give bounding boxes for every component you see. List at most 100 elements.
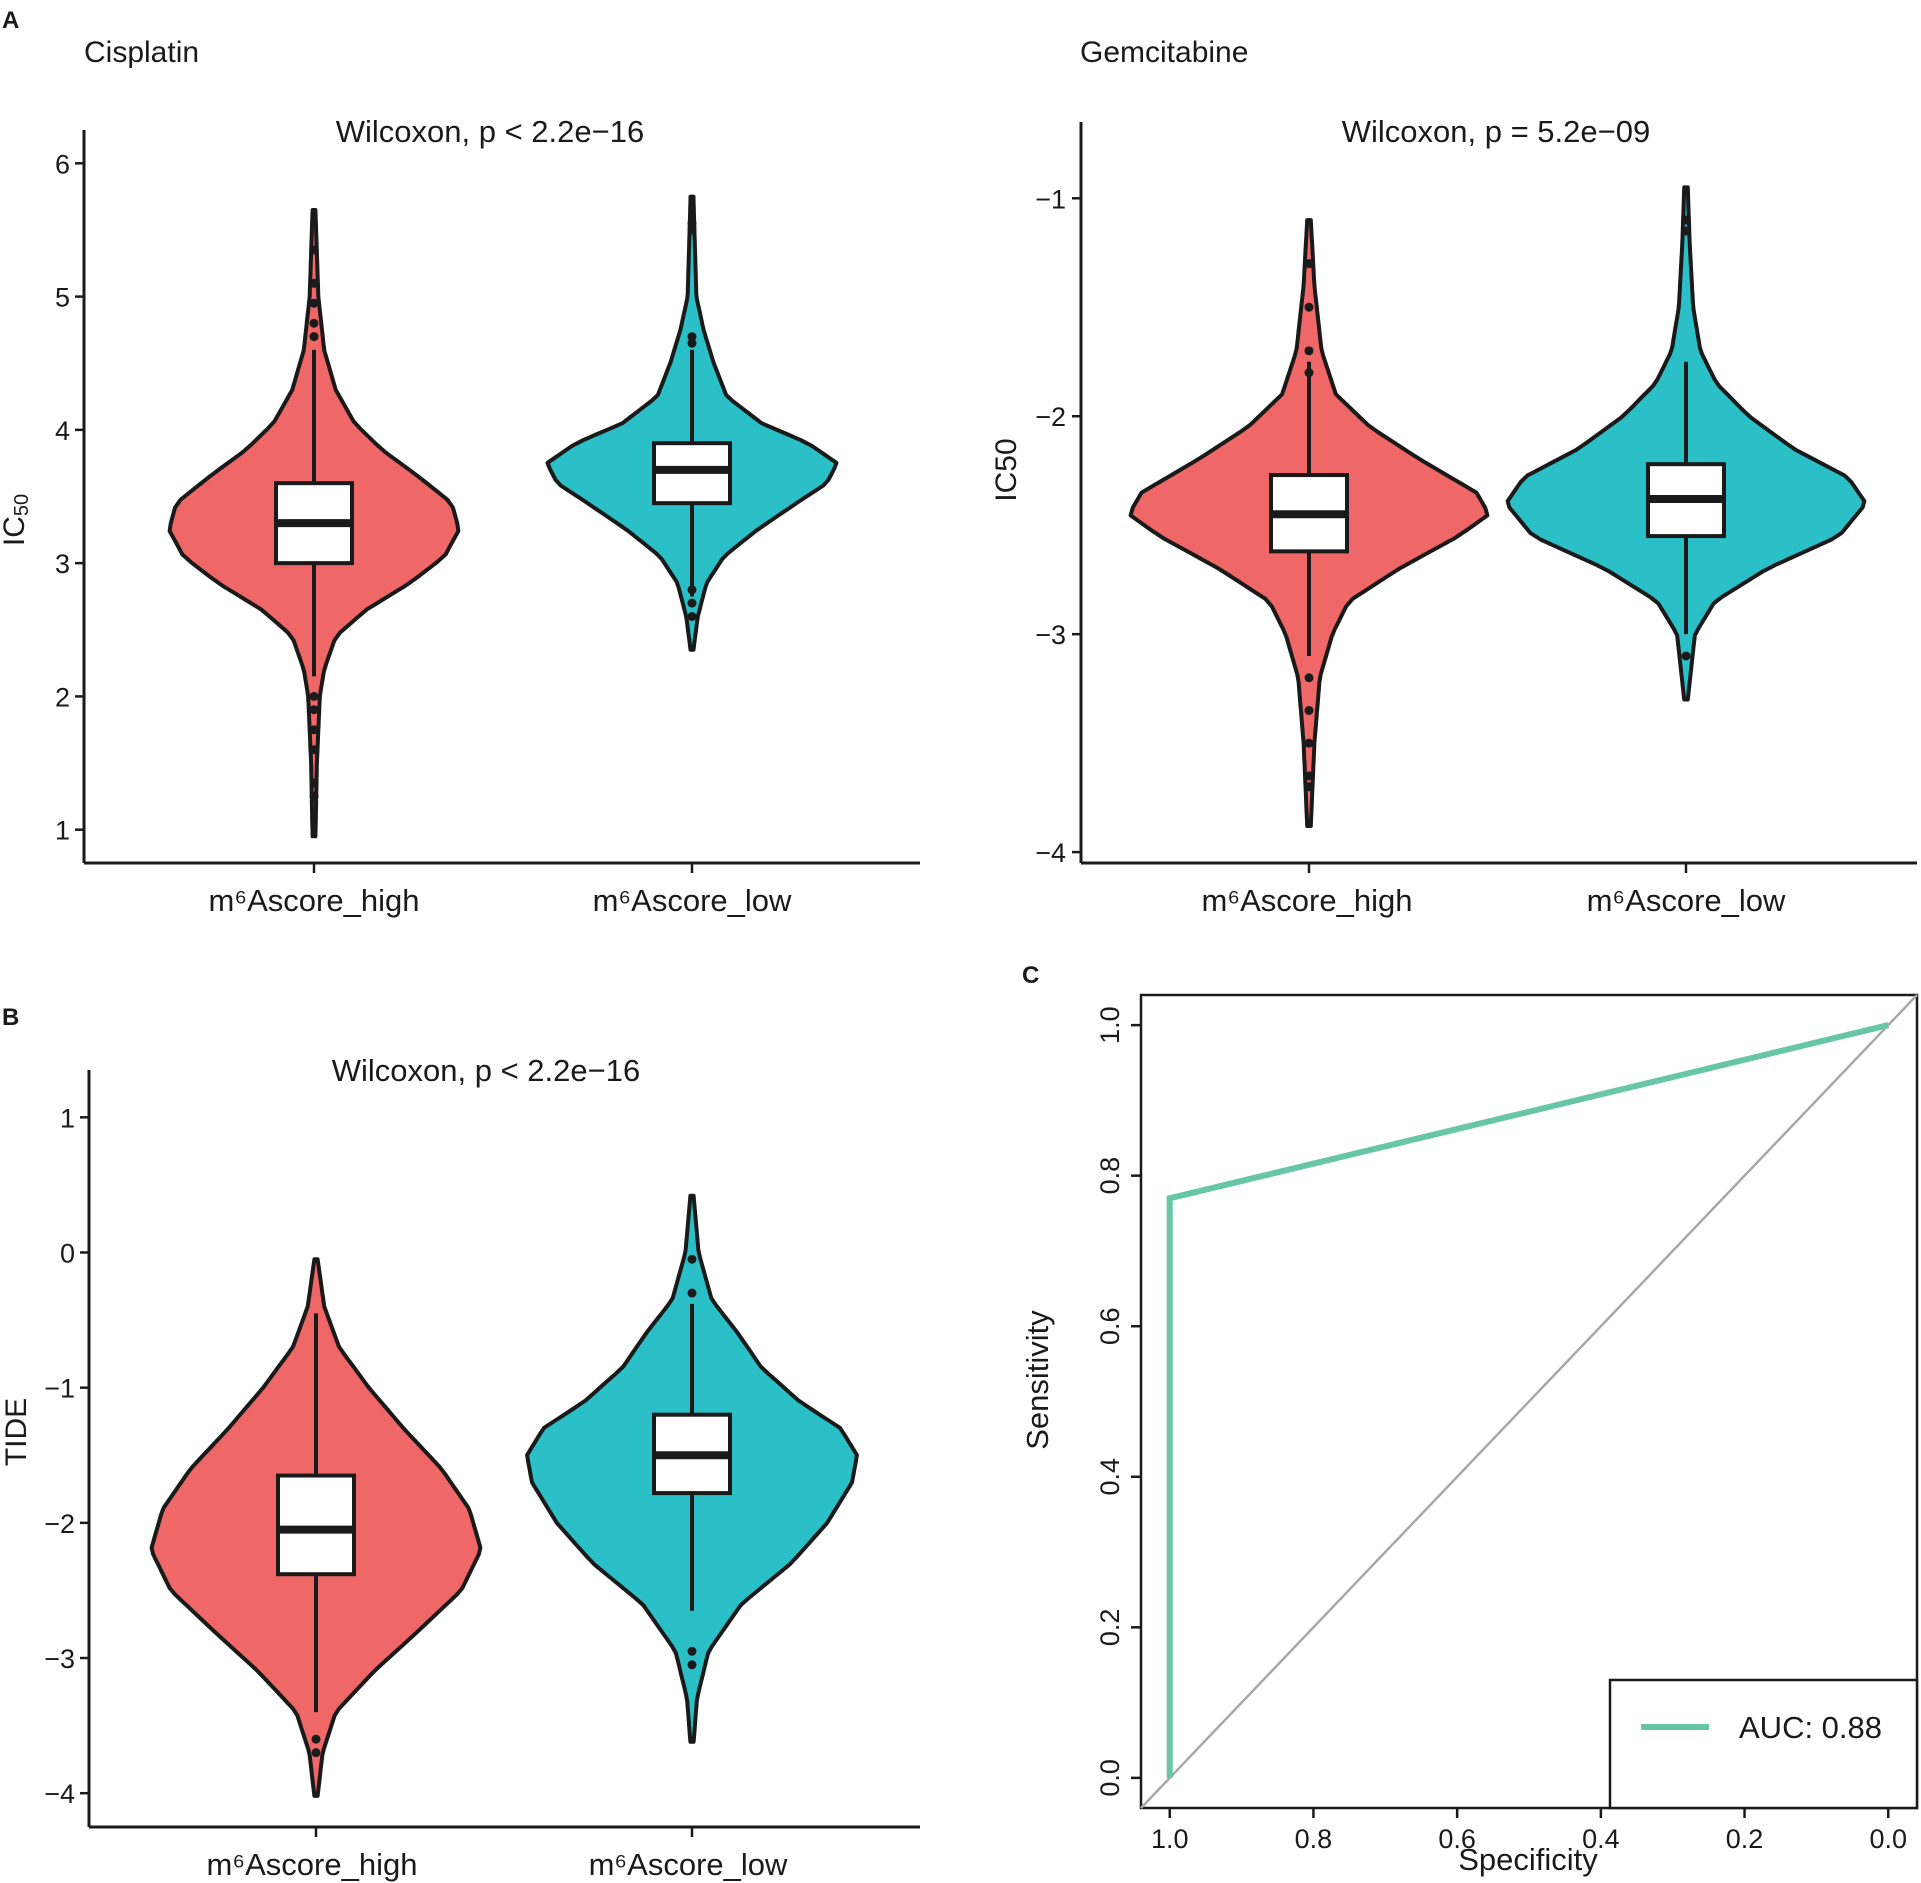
- roc-curve-group: [1166, 1022, 1890, 1778]
- gemcitabine-outlier-high: [1304, 302, 1314, 312]
- tide-test-label: Wilcoxon, p < 2.2e−16: [332, 1053, 640, 1088]
- cisplatin-y-tick-label: 5: [55, 283, 70, 313]
- tide-y-tick-label: 1: [60, 1103, 75, 1133]
- tide-y-tick-label: −1: [44, 1374, 75, 1404]
- gemcitabine-plot: Gemcitabine Wilcoxon, p = 5.2e−09 −4 −3 −2…: [990, 36, 1917, 918]
- roc-x-ticks: 1.0 0.8 0.6 0.4 0.2 0.0: [1151, 1808, 1907, 1854]
- cisplatin-x-label-high: m⁶Ascore_high: [209, 883, 420, 918]
- roc-x-tick-label: 0.0: [1869, 1824, 1907, 1854]
- panel-label-b: B: [2, 1004, 19, 1031]
- tide-x-axis: m⁶Ascore_high m⁶Ascore_low: [89, 1825, 920, 1882]
- roc-curve: [1166, 1022, 1890, 1778]
- roc-legend: AUC: 0.88: [1608, 1678, 1919, 1810]
- tide-y-tick-label: −2: [44, 1509, 75, 1539]
- cisplatin-y-label-sub: 50: [11, 494, 33, 516]
- cisplatin-outlier-low: [687, 338, 697, 348]
- cisplatin-y-ticks: 1 2 3 4 5 6: [55, 149, 84, 846]
- roc-plot: 0.0 0.2 0.4 0.6 0.8 1.0 1.0 0.8 0.6 0.4 0.2 0.0 Sp…: [1020, 993, 1919, 1877]
- cisplatin-outlier-low: [687, 598, 697, 608]
- cisplatin-outlier-high: [309, 725, 319, 735]
- tide-y-tick-label: −3: [44, 1644, 75, 1674]
- cisplatin-y-tick-label: 2: [55, 682, 70, 712]
- cisplatin-outlier-high: [309, 691, 319, 701]
- gemcitabine-y-ticks: −4 −3 −2 −1: [1035, 184, 1081, 868]
- cisplatin-outlier-low: [687, 611, 697, 621]
- gemcitabine-outlier-high: [1304, 673, 1314, 683]
- gemcitabine-outlier-high: [1304, 738, 1314, 748]
- cisplatin-outlier-high: [309, 778, 319, 788]
- cisplatin-outlier-high: [309, 745, 319, 755]
- gemcitabine-y-axis: −4 −3 −2 −1: [1035, 122, 1083, 868]
- gemcitabine-outlier-high: [1304, 346, 1314, 356]
- cisplatin-y-tick-label: 3: [55, 549, 70, 579]
- tide-outlier-low: [687, 1254, 697, 1264]
- tide-outlier-low: [687, 1288, 697, 1298]
- gemcitabine-y-label: IC50: [990, 438, 1023, 501]
- tide-outlier-low: [687, 1646, 697, 1656]
- cisplatin-outlier-low: [687, 332, 697, 342]
- tide-y-tick-label: −4: [44, 1779, 75, 1809]
- gemcitabine-outlier-high: [1304, 259, 1314, 269]
- gemcitabine-outlier-high: [1304, 771, 1314, 781]
- roc-y-ticks: 0.0 0.2 0.4 0.6 0.8 1.0: [1095, 1006, 1141, 1797]
- cisplatin-x-axis: m⁶Ascore_high m⁶Ascore_low: [84, 861, 920, 918]
- roc-y-tick-label: 0.0: [1095, 1759, 1125, 1797]
- cisplatin-y-tick-label: 4: [55, 416, 70, 446]
- gemcitabine-x-axis: m⁶Ascore_high m⁶Ascore_low: [1081, 861, 1917, 918]
- cisplatin-outlier-high: [309, 705, 319, 715]
- gemcitabine-y-tick-label: −2: [1035, 402, 1066, 432]
- cisplatin-y-label: IC50: [0, 494, 33, 546]
- cisplatin-x-label-low: m⁶Ascore_low: [593, 883, 792, 918]
- tide-box-high: [276, 1473, 356, 1577]
- tide-outlier-high: [311, 1734, 321, 1744]
- cisplatin-outlier-high: [309, 791, 319, 801]
- cisplatin-outlier-high: [309, 278, 319, 288]
- gemcitabine-title: Gemcitabine: [1080, 36, 1248, 69]
- roc-y-tick-label: 0.6: [1095, 1307, 1125, 1345]
- gemcitabine-y-tick-label: −3: [1035, 620, 1066, 650]
- gemcitabine-x-label-high: m⁶Ascore_high: [1202, 883, 1413, 918]
- gemcitabine-violins: [1128, 185, 1867, 828]
- cisplatin-outlier-high: [309, 318, 319, 328]
- cisplatin-outlier-high: [309, 298, 319, 308]
- roc-y-label: Sensitivity: [1020, 1310, 1055, 1450]
- roc-y-tick-label: 1.0: [1095, 1006, 1125, 1044]
- roc-y-tick-label: 0.2: [1095, 1609, 1125, 1647]
- cisplatin-outlier-low: [687, 218, 697, 228]
- roc-x-tick-label: 0.8: [1295, 1824, 1333, 1854]
- cisplatin-title: Cisplatin: [84, 36, 199, 69]
- gemcitabine-outlier-high: [1304, 782, 1314, 792]
- tide-y-tick-label: 0: [60, 1238, 75, 1268]
- gemcitabine-y-tick-label: −4: [1035, 838, 1066, 868]
- gemcitabine-outlier-low: [1681, 215, 1691, 225]
- roc-legend-label: AUC: 0.88: [1739, 1710, 1882, 1745]
- cisplatin-outlier-low: [687, 225, 697, 235]
- tide-y-label: TIDE: [0, 1398, 33, 1466]
- cisplatin-y-label-main: IC: [0, 516, 31, 546]
- gemcitabine-outlier-low: [1681, 651, 1691, 661]
- panel-label-c: C: [1022, 962, 1039, 989]
- roc-plot-frame: [1139, 993, 1919, 1810]
- roc-legend-box: [1608, 1678, 1919, 1810]
- cisplatin-violins: [167, 194, 839, 839]
- cisplatin-test-label: Wilcoxon, p < 2.2e−16: [336, 114, 644, 149]
- gemcitabine-y-tick-label: −1: [1035, 184, 1066, 214]
- panel-label-a: A: [2, 7, 19, 34]
- roc-x-label: Specificity: [1458, 1842, 1598, 1877]
- tide-outlier-low: [687, 1660, 697, 1670]
- roc-x-tick-label: 1.0: [1151, 1824, 1189, 1854]
- tide-x-label-low: m⁶Ascore_low: [589, 1847, 788, 1882]
- roc-x-tick-label: 0.4: [1582, 1824, 1620, 1854]
- tide-x-label-high: m⁶Ascore_high: [207, 1847, 418, 1882]
- roc-x-tick-label: 0.6: [1438, 1824, 1476, 1854]
- tide-outlier-high: [311, 1748, 321, 1758]
- cisplatin-plot: Cisplatin Wilcoxon, p < 2.2e−16 1 2 3 4 5 6 m…: [0, 36, 920, 918]
- cisplatin-outlier-high: [309, 245, 319, 255]
- gemcitabine-outlier-high: [1304, 368, 1314, 378]
- roc-y-tick-label: 0.8: [1095, 1157, 1125, 1195]
- roc-y-tick-label: 0.4: [1095, 1458, 1125, 1496]
- roc-x-tick-label: 0.2: [1726, 1824, 1764, 1854]
- cisplatin-y-tick-label: 1: [55, 816, 70, 846]
- cisplatin-y-axis: 1 2 3 4 5 6: [55, 130, 86, 863]
